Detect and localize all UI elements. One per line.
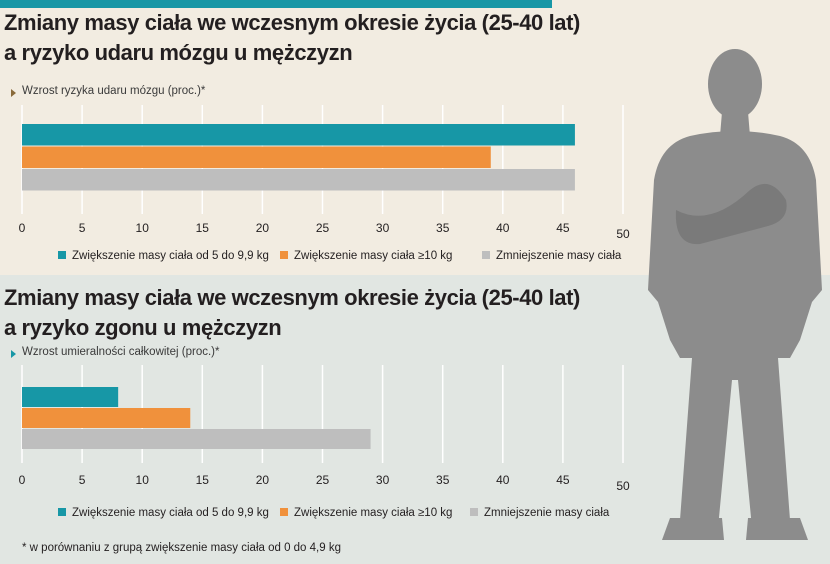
chart1-legend-swatch-1 [58,251,66,259]
chart1-tick-label: 50 [616,227,630,241]
chart2-legend-swatch-1 [58,508,66,516]
stroke-risk-chart: 0 5 10 15 20 25 30 35 40 45 50 Zwiększenie masy cia… [19,105,630,262]
chart2-legend-swatch-2 [280,508,288,516]
chart2-subtitle-marker-icon [11,350,16,358]
chart1-bar-series-1 [22,124,575,146]
chart2-tick-label: 5 [79,473,86,487]
chart2-tick-label: 40 [496,473,510,487]
chart2-tick-label: 0 [19,473,26,487]
chart2-legend-label-3: Zmniejszenie masy ciała [484,507,610,519]
chart1-title: Zmiany masy ciała we wczesnym okresie ży… [4,8,580,68]
accent-bar [0,0,552,8]
chart2-bar-series-2 [22,408,191,428]
chart2-tick-label: 10 [136,473,150,487]
chart2-title-line1: Zmiany masy ciała we wczesnym okresie ży… [4,285,580,310]
footnote: * w porównaniu z grupą zwiększenie masy … [22,542,341,554]
chart1-legend-label-3: Zmniejszenie masy ciała [496,250,622,262]
chart2-bar-series-1 [22,387,119,407]
chart1-tick-label: 20 [256,221,270,235]
chart2-tick-label: 45 [556,473,570,487]
chart2-legend-label-1: Zwiększenie masy ciała od 5 do 9,9 kg [72,507,269,519]
chart2-title: Zmiany masy ciała we wczesnym okresie ży… [4,283,580,343]
chart2-tick-label: 35 [436,473,450,487]
chart1-tick-label: 35 [436,221,450,235]
chart1-legend-label-1: Zwiększenie masy ciała od 5 do 9,9 kg [72,250,269,262]
chart2-title-line2: a ryzyko zgonu u mężczyzn [4,315,282,340]
chart2-legend-swatch-3 [470,508,478,516]
chart1-tick-label: 25 [316,221,330,235]
chart1-tick-label: 0 [19,221,26,235]
chart2-tick-label: 20 [256,473,270,487]
chart1-title-line1: Zmiany masy ciała we wczesnym okresie ży… [4,10,580,35]
man-silhouette-icon [648,49,822,540]
chart1-title-line2: a ryzyko udaru mózgu u mężczyzn [4,40,353,65]
chart1-bar-series-3 [22,169,575,191]
chart1-legend-label-2: Zwiększenie masy ciała ≥10 kg [294,250,452,262]
chart1-legend-swatch-3 [482,251,490,259]
chart1-subtitle: Wzrost ryzyka udaru mózgu (proc.)* [22,85,206,97]
chart1-tick-label: 40 [496,221,510,235]
chart1-tick-label: 5 [79,221,86,235]
chart1-bar-series-2 [22,146,491,168]
chart2-bar-series-3 [22,429,371,449]
chart1-tick-label: 30 [376,221,390,235]
chart1-subtitle-marker-icon [11,89,16,97]
chart1-tick-label: 15 [196,221,210,235]
chart2-tick-label: 50 [616,479,630,493]
chart2-subtitle: Wzrost umieralności całkowitej (proc.)* [22,346,220,358]
mortality-chart: 0 5 10 15 20 25 30 35 40 45 50 Zwiększenie masy cia… [19,365,630,519]
chart1-legend-swatch-2 [280,251,288,259]
chart2-tick-label: 15 [196,473,210,487]
chart1-tick-label: 45 [556,221,570,235]
chart2-tick-label: 25 [316,473,330,487]
chart1-tick-label: 10 [136,221,150,235]
chart2-legend-label-2: Zwiększenie masy ciała ≥10 kg [294,507,452,519]
chart2-tick-label: 30 [376,473,390,487]
